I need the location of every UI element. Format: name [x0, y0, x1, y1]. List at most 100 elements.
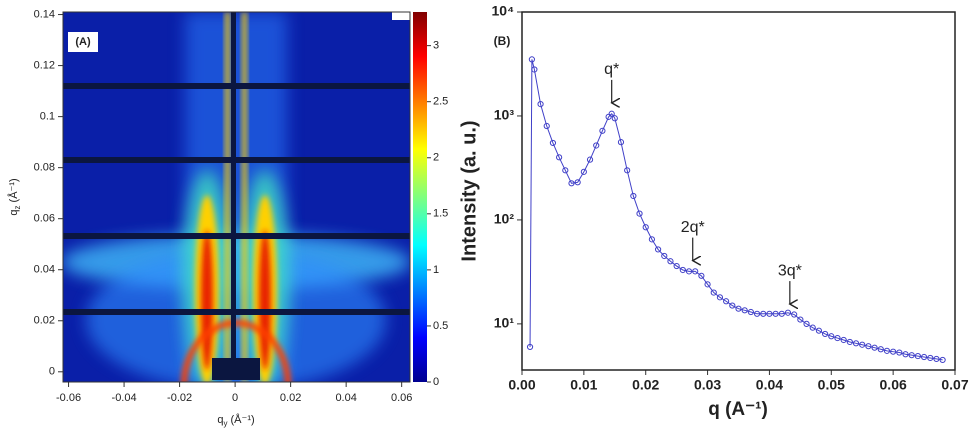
data-point: [679, 266, 686, 274]
x-tick-label: 0.01: [570, 377, 597, 393]
colorbar-tick-label: 1: [433, 264, 439, 276]
y-tick-label: 0.02: [34, 315, 55, 327]
data-point: [735, 305, 742, 312]
y-tick-label: 0.04: [34, 264, 55, 276]
detector-gap: [63, 233, 410, 239]
data-point: [549, 139, 557, 147]
data-point: [741, 307, 748, 314]
data-point: [562, 167, 569, 174]
data-point: [661, 252, 668, 260]
y-axis-title-unit: (Å⁻¹): [7, 178, 20, 205]
x-tick-label: 0.05: [818, 377, 845, 393]
data-point: [642, 224, 649, 231]
data-point: [531, 66, 538, 73]
y-axis-title-sub: z: [13, 206, 22, 210]
data-point: [871, 344, 878, 351]
y-tick-label: 0.14: [34, 8, 55, 20]
data-point: [772, 310, 779, 317]
data-point: [543, 122, 550, 130]
y-tick-label: 0.08: [34, 162, 55, 174]
data-point: [605, 113, 612, 120]
data-point: [840, 336, 847, 344]
colorbar-tick-label: 0: [433, 376, 439, 388]
detector-gap: [63, 157, 410, 163]
data-point: [528, 56, 535, 63]
colorbar-tick-label: 1.5: [433, 208, 448, 220]
colorbar: [413, 12, 427, 382]
plot-frame: [62, 11, 411, 383]
data-point: [716, 294, 724, 301]
data-point: [611, 115, 618, 122]
y-tick-label: 10¹: [494, 315, 515, 331]
beam-stop: [231, 12, 236, 362]
data-point: [933, 355, 940, 363]
data-point: [574, 179, 581, 186]
y-tick-label: 0.1: [40, 111, 55, 123]
data-point: [902, 351, 909, 358]
x-axis-title: q (A⁻¹): [708, 399, 768, 420]
data-point: [692, 268, 699, 275]
data-point: [865, 343, 872, 350]
panel-label-box: [68, 32, 98, 52]
x-tick-label: -0.04: [112, 392, 137, 404]
data-point: [685, 268, 693, 275]
panel-label: (B): [494, 34, 511, 48]
data-point: [729, 302, 736, 309]
data-point: [568, 180, 575, 187]
data-line: [529, 59, 943, 361]
data-point: [890, 348, 897, 355]
y-tick-label: 10³: [494, 107, 515, 123]
data-point: [896, 349, 903, 356]
heatmap-line: [242, 12, 247, 382]
data-point: [630, 192, 637, 200]
data-point: [908, 352, 915, 359]
x-tick-label: 0.02: [280, 392, 301, 404]
data-point: [809, 324, 816, 331]
data-point: [883, 347, 891, 354]
data-point: [624, 167, 631, 174]
x-tick-label: 0.07: [941, 377, 968, 393]
data-point: [617, 139, 625, 146]
data-point: [654, 246, 662, 253]
data-point: [753, 310, 761, 317]
data-point: [636, 210, 643, 217]
data-point: [760, 310, 767, 317]
data-point: [556, 154, 563, 161]
panel-label: (A): [75, 36, 91, 48]
data-point: [877, 346, 884, 353]
y-tick-label: 10²: [494, 211, 515, 227]
x-tick-label: 0.06: [880, 377, 907, 393]
heatmap-rod: [201, 230, 213, 370]
data-point: [939, 356, 946, 364]
x-tick-label: 0.03: [694, 377, 721, 393]
data-point: [599, 127, 606, 134]
data-point: [927, 354, 934, 362]
data-point: [920, 353, 928, 361]
y-axis-title-base: q: [8, 210, 20, 216]
data-point: [698, 272, 705, 279]
data-point: [784, 309, 792, 316]
panel-a: (A) qy (Å⁻¹) qz (Å⁻¹): [7, 11, 427, 428]
x-tick-label: 0.02: [632, 377, 659, 393]
colorbar-tick-label: 3: [433, 40, 439, 52]
panel-b: (B) q (A⁻¹) Intensity (a. u.): [458, 34, 768, 420]
data-point: [797, 316, 804, 323]
x-axis-title-base: q: [217, 414, 223, 426]
heatmap-image: [63, 12, 410, 382]
data-point: [586, 156, 594, 163]
annotation: 2q*: [681, 219, 705, 236]
data-point: [710, 289, 717, 296]
data-point: [846, 338, 853, 346]
y-tick-label: 0.12: [34, 59, 55, 71]
x-axis-title-sub: y: [223, 419, 227, 428]
colorbar-tick-label: 0.5: [433, 320, 448, 332]
y-axis-title: Intensity (a. u.): [458, 120, 480, 261]
x-tick-label: -0.02: [167, 392, 192, 404]
x-tick-label: 0.00: [508, 377, 535, 393]
data-point: [673, 262, 680, 270]
data-point: [791, 311, 798, 318]
data-point: [648, 236, 656, 243]
y-tick-label: 10⁴: [492, 3, 515, 19]
x-tick-label: 0: [232, 392, 238, 404]
